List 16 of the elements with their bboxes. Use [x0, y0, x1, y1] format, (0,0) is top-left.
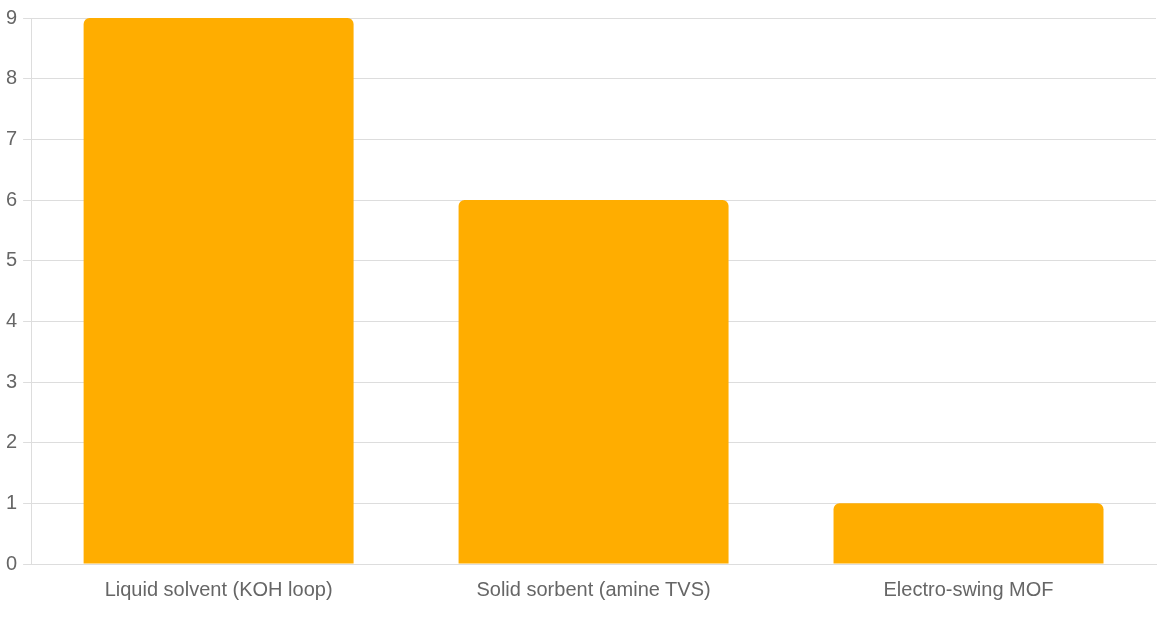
- y-tick-label: 3: [6, 369, 18, 392]
- y-tick-label: 1: [6, 490, 18, 513]
- x-tick-label: Electro-swing MOF: [883, 577, 1054, 600]
- bar: [83, 18, 354, 564]
- y-tick-label: 6: [6, 187, 18, 210]
- bar: [833, 503, 1104, 564]
- y-tick-label: 2: [6, 430, 18, 453]
- bar: [458, 200, 729, 564]
- y-tick-label: 9: [6, 5, 18, 28]
- y-tick-label: 7: [6, 126, 18, 149]
- y-tick-label: 0: [6, 551, 18, 574]
- y-tick-label: 4: [6, 308, 18, 331]
- y-tick-label: 8: [6, 66, 18, 89]
- y-tick-label: 5: [6, 248, 18, 271]
- x-tick-label: Liquid solvent (KOH loop): [104, 577, 333, 600]
- x-tick-label: Solid sorbent (amine TVS): [476, 577, 711, 600]
